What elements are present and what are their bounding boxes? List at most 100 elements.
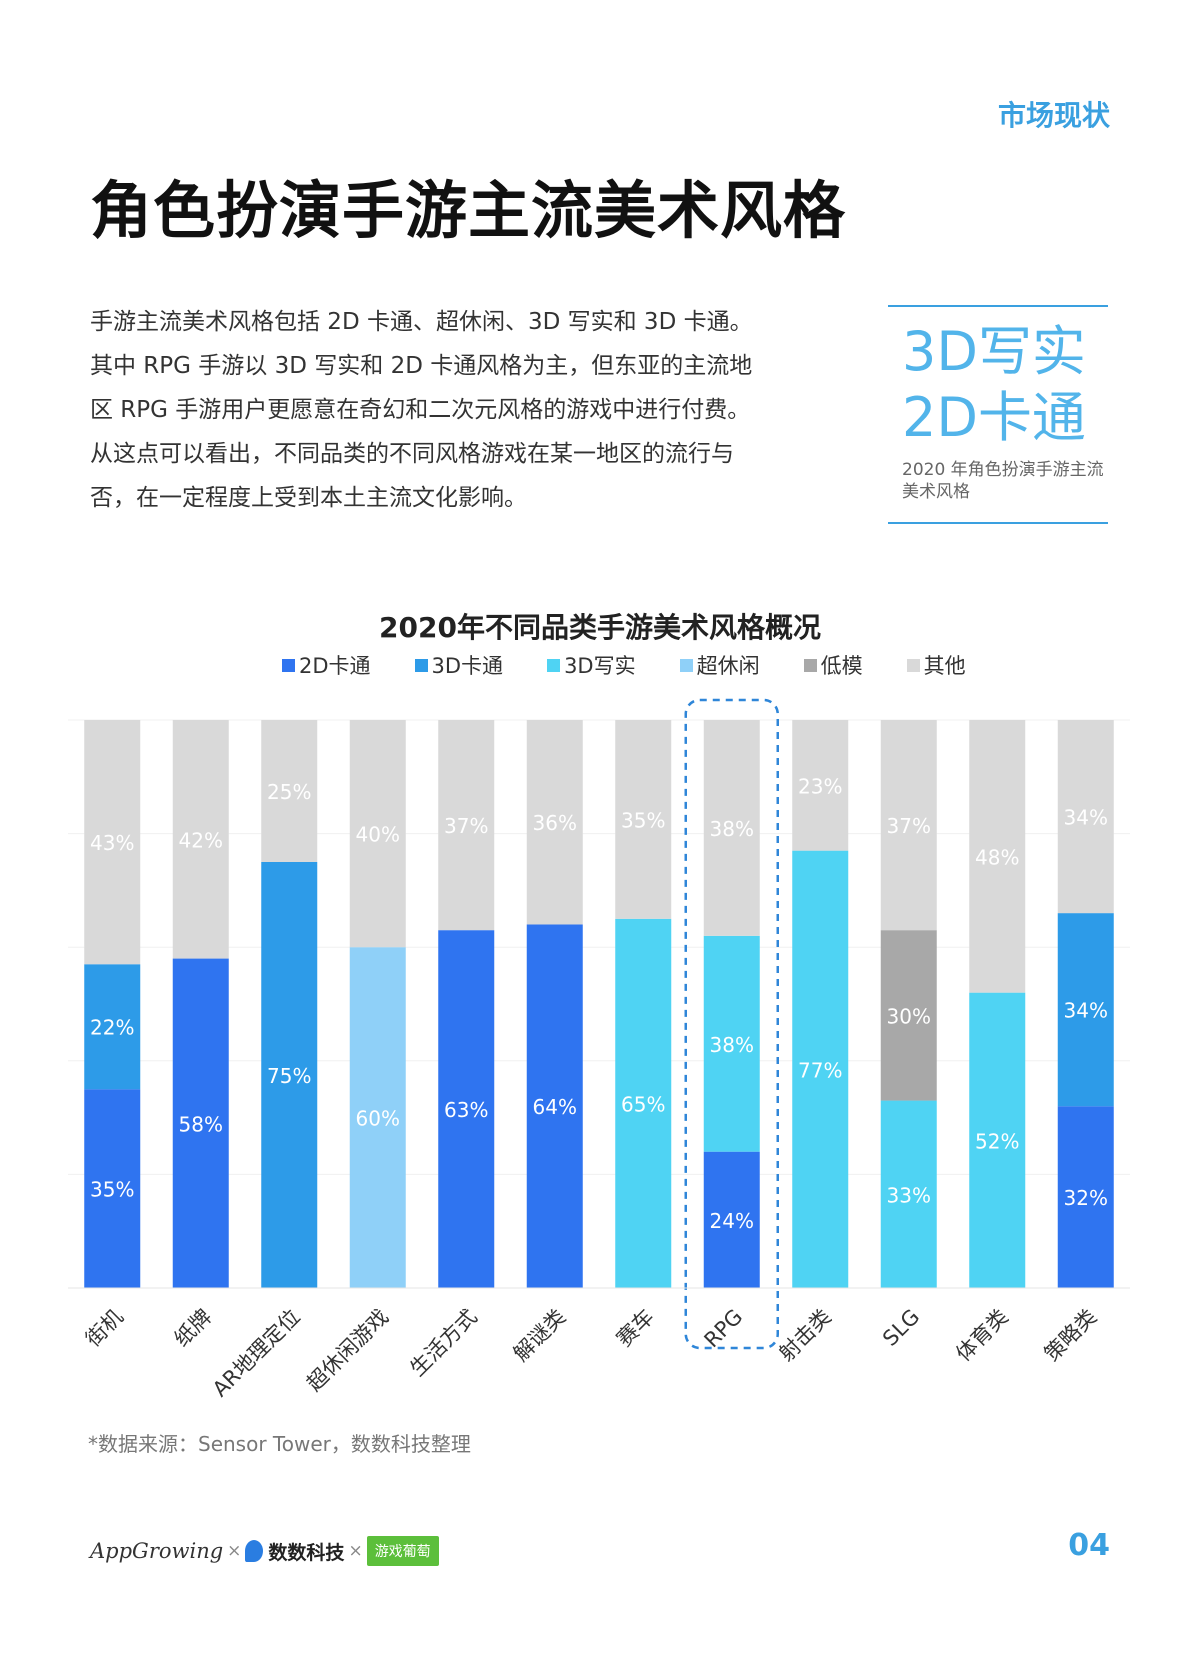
category-label: RPG <box>700 1305 748 1353</box>
logo-separator: × <box>227 1541 242 1561</box>
legend-item-1: 3D卡通 <box>414 650 503 680</box>
bar-segment <box>84 720 141 965</box>
data-label: 77% <box>798 1058 842 1082</box>
bar-segment <box>792 720 849 851</box>
data-label: 38% <box>710 817 754 841</box>
data-label: 36% <box>533 811 577 835</box>
category-label: 纸牌 <box>170 1305 217 1352</box>
footer-logos: AppGrowing × 数数科技 × 游戏葡萄 <box>90 1536 439 1566</box>
category-label: 赛车 <box>612 1305 659 1352</box>
data-label: 35% <box>90 1178 134 1202</box>
stacked-bar-chart: 35% 22% 43% 街机 58% 42% 纸牌 75% 25% AR地理定位 60% 40% 超休闲… <box>68 698 1130 1402</box>
data-label: 64% <box>533 1095 577 1119</box>
youxi-logo: 游戏葡萄 <box>366 1536 439 1566</box>
legend-swatch <box>803 658 817 672</box>
data-label: 52% <box>975 1129 1019 1153</box>
bar-segment <box>880 720 937 931</box>
category-label: SLG <box>878 1305 924 1351</box>
bar-segment <box>615 918 672 1288</box>
shushu-logo-icon <box>245 1540 264 1562</box>
bar-segment <box>261 862 318 1288</box>
data-label: 24% <box>710 1209 754 1233</box>
category-label: 策略类 <box>1040 1305 1102 1367</box>
shushu-logo-text: 数数科技 <box>268 1541 345 1564</box>
appgrowing-logo: AppGrowing <box>90 1539 224 1563</box>
legend-label: 其他 <box>923 654 966 678</box>
legend-label: 3D写实 <box>564 654 636 678</box>
category-label: 超休闲游戏 <box>302 1305 393 1396</box>
data-label: 63% <box>444 1098 488 1122</box>
legend-swatch <box>679 658 693 672</box>
data-label: 75% <box>267 1064 311 1088</box>
bar-segment <box>526 720 583 925</box>
data-label: 34% <box>1064 806 1108 830</box>
legend-item-3: 超休闲 <box>679 650 760 680</box>
data-label: 30% <box>887 1004 931 1028</box>
data-source-note: *数据来源：Sensor Tower，数数科技整理 <box>88 1432 471 1456</box>
logo-separator-2: × <box>348 1541 363 1561</box>
callout-line2: 2D卡通 <box>902 386 1086 449</box>
legend-label: 2D卡通 <box>299 654 371 678</box>
bar-segment <box>880 1100 937 1288</box>
data-label: 23% <box>798 774 842 798</box>
callout-line1: 3D写实 <box>902 320 1086 383</box>
legend-item-5: 其他 <box>906 650 966 680</box>
bar-segment <box>703 935 760 1152</box>
data-label: 43% <box>90 831 134 855</box>
legend-item-2: 3D写实 <box>547 650 636 680</box>
category-label: 街机 <box>81 1305 128 1352</box>
data-label: 33% <box>887 1183 931 1207</box>
legend-swatch <box>547 658 561 672</box>
data-label: 65% <box>621 1092 665 1116</box>
shushu-logo: 数数科技 <box>245 1538 344 1565</box>
legend-item-4: 低模 <box>803 650 863 680</box>
legend-swatch <box>414 658 428 672</box>
bar-segment <box>438 720 495 931</box>
category-label: AR地理定位 <box>208 1305 305 1402</box>
bar-segment <box>969 992 1026 1288</box>
bar-segment <box>261 720 318 862</box>
legend-label: 超休闲 <box>696 654 760 678</box>
data-label: 38% <box>710 1033 754 1057</box>
data-label: 40% <box>356 823 400 847</box>
data-label: 42% <box>179 828 223 852</box>
bar-segment <box>349 947 406 1288</box>
legend-swatch <box>282 658 295 672</box>
legend-label: 低模 <box>820 654 863 678</box>
bar-segment <box>172 720 229 959</box>
intro-paragraph: 手游主流美术风格包括 2D 卡通、超休闲、3D 写实和 3D 卡通。其中 RPG… <box>90 309 753 511</box>
bar-segment <box>526 924 583 1288</box>
data-label: 25% <box>267 780 311 804</box>
callout-caption: 2020 年角色扮演手游主流美术风格 <box>902 460 1104 502</box>
data-label: 48% <box>975 845 1019 869</box>
bar-segment <box>792 850 849 1288</box>
data-label: 60% <box>356 1107 400 1131</box>
section-tag: 市场现状 <box>997 99 1110 132</box>
bar-segment <box>438 930 495 1288</box>
bar-segment <box>84 1089 141 1288</box>
category-label: 解谜类 <box>509 1305 571 1367</box>
bar-segment <box>84 964 141 1090</box>
category-label: 体育类 <box>951 1305 1013 1367</box>
bar-segment <box>615 720 672 919</box>
page-title: 角色扮演手游主流美术风格 <box>90 174 847 247</box>
bar-segment <box>1057 720 1114 914</box>
bar-segment <box>880 930 937 1101</box>
data-label: 35% <box>621 808 665 832</box>
bar-segment <box>172 958 229 1288</box>
callout-box: 3D写实 2D卡通 2020 年角色扮演手游主流美术风格 <box>888 305 1108 524</box>
category-label: 射击类 <box>774 1305 836 1367</box>
bar-segment <box>349 720 406 948</box>
bar-segment <box>1057 913 1114 1107</box>
data-label: 22% <box>90 1016 134 1040</box>
data-label: 37% <box>887 814 931 838</box>
chart-title: 2020年不同品类手游美术风格概况 <box>379 611 821 644</box>
highlight-frame <box>684 698 779 1350</box>
bar-segment <box>703 1151 760 1288</box>
bar-segment <box>703 720 760 936</box>
data-label: 37% <box>444 814 488 838</box>
legend-item-0: 2D卡通 <box>282 650 371 680</box>
chart-legend: 2D卡通 3D卡通 3D写实 超休闲 低模 其他 <box>282 650 1010 680</box>
data-label: 58% <box>179 1112 223 1136</box>
data-label: 34% <box>1064 999 1108 1023</box>
